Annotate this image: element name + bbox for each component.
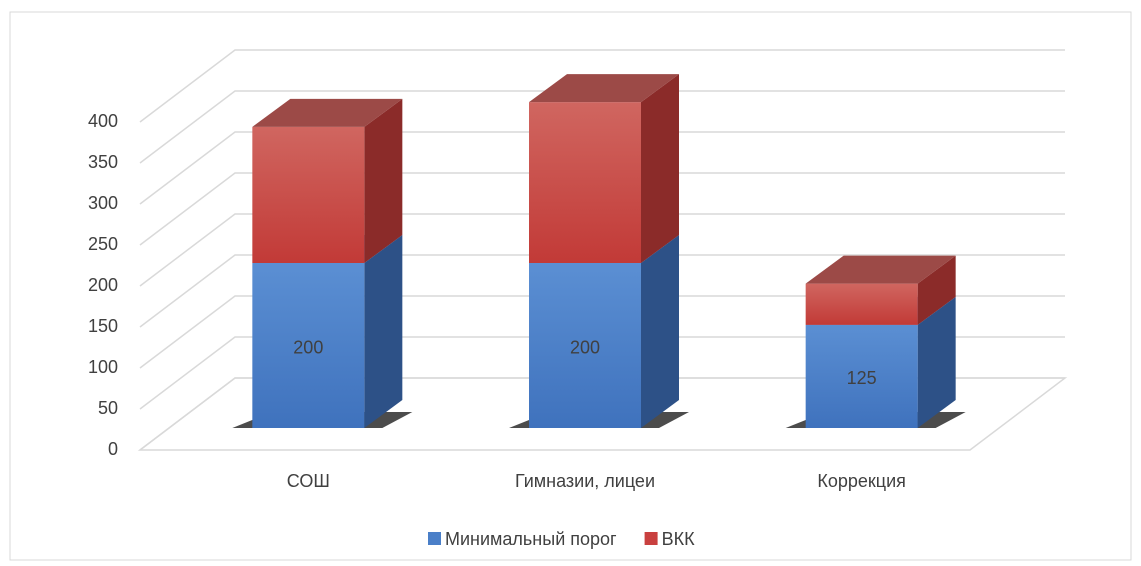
bar [529, 102, 641, 263]
bar-top [529, 74, 679, 103]
grid-line [139, 213, 1065, 287]
bar [805, 324, 918, 428]
x-tick-label: Коррекция [817, 471, 906, 491]
y-tick-label: 50 [98, 398, 118, 418]
y-tick-label: 400 [88, 111, 118, 131]
grid-line [139, 172, 1065, 246]
bar-side [917, 255, 956, 325]
floor [137, 377, 1068, 451]
bar [805, 283, 918, 325]
bar [252, 263, 365, 428]
y-tick-label: 300 [88, 193, 118, 213]
grid-line [139, 295, 1065, 369]
legend-swatch [428, 532, 441, 545]
bar-top [252, 98, 403, 127]
x-tick-label: Гимназии, лицеи [515, 471, 655, 491]
grid-line [139, 336, 1065, 410]
legend-label: Минимальный порог [445, 529, 617, 549]
bar [252, 126, 365, 263]
bar [529, 263, 641, 428]
y-tick-label: 150 [88, 316, 118, 336]
x-tick-label: СОШ [287, 471, 330, 491]
bar-side [641, 74, 679, 263]
data-label: 200 [570, 337, 600, 357]
grid-line [139, 90, 1065, 164]
bar-side [641, 235, 679, 428]
grid-line [139, 131, 1065, 205]
bar-top [805, 255, 956, 284]
bar-side [364, 235, 403, 428]
y-tick-label: 350 [88, 152, 118, 172]
y-tick-label: 200 [88, 275, 118, 295]
y-tick-label: 250 [88, 234, 118, 254]
legend-label: ВКК [662, 529, 695, 549]
grid-line [139, 254, 1065, 328]
data-label: 200 [293, 337, 323, 357]
data-label: 125 [847, 368, 877, 388]
bar-side [917, 296, 956, 428]
grid-line [139, 49, 1065, 123]
y-tick-label: 0 [108, 439, 118, 459]
legend-swatch [644, 532, 658, 545]
bar-side [364, 98, 403, 263]
y-tick-label: 100 [88, 357, 118, 377]
